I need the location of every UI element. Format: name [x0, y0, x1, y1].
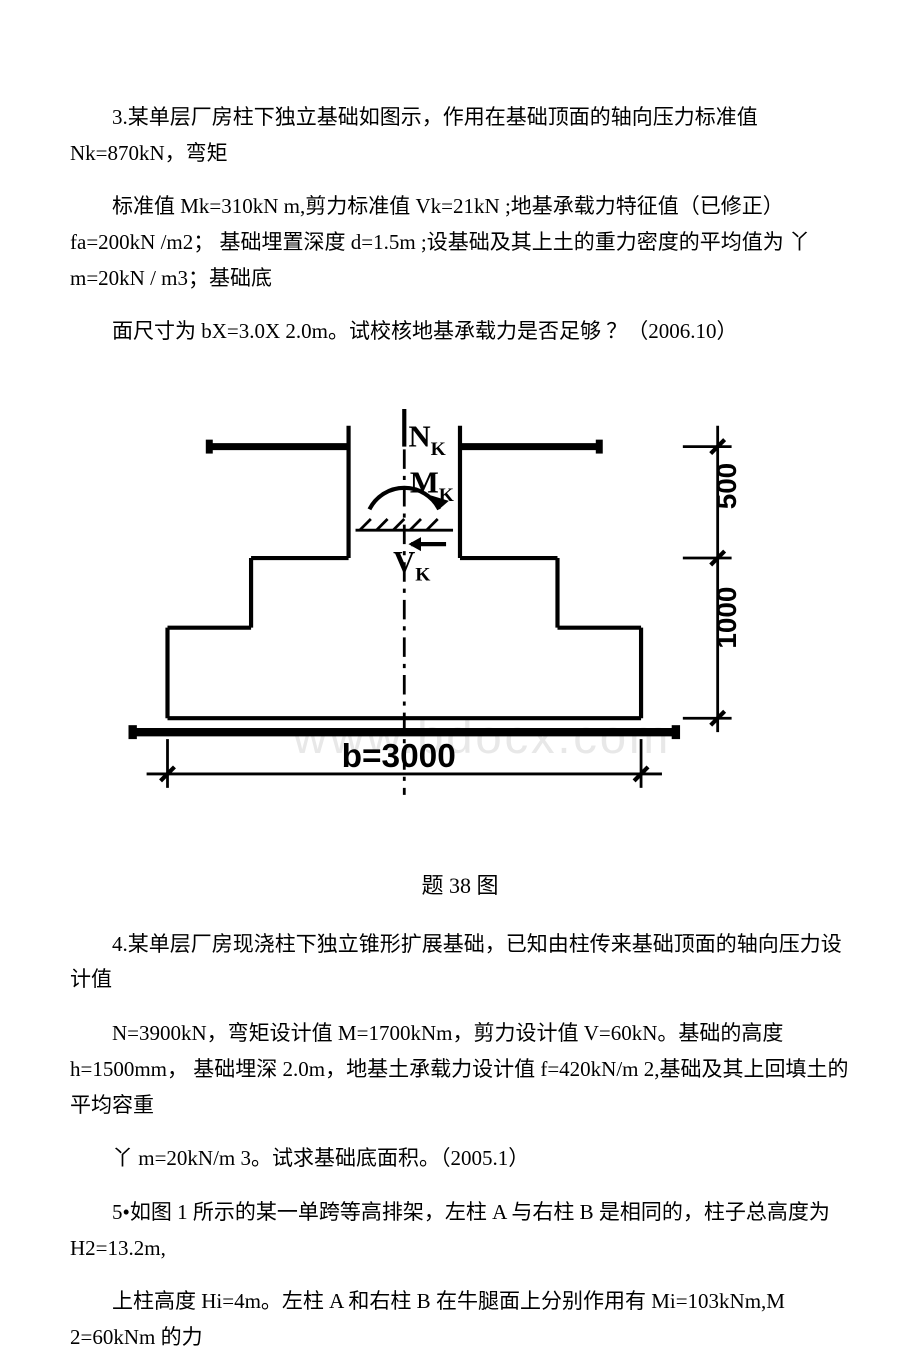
dim-1000: 1000 [711, 587, 742, 649]
q3-para3: 面尺寸为 bX=3.0X 2.0m。试校核地基承载力是否足够 ？（2006.10… [70, 314, 850, 350]
q4-para2: N=3900kN，弯矩设计值 M=1700kNm，剪力设计值 V=60kN。基础… [70, 1016, 850, 1123]
hatch-2 [376, 519, 387, 530]
q4-para3: 丫 m=20kN/m 3。试求基础底面积。（2005.1） [70, 1141, 850, 1177]
hatch-3 [393, 519, 404, 530]
figure-caption: 题 38 图 [70, 867, 850, 904]
dim-b-label: b=3000 [342, 738, 456, 775]
nk-label: NK [408, 420, 445, 460]
q3-para1: 3.某单层厂房柱下独立基础如图示，作用在基础顶面的轴向压力标准值 Nk=870k… [70, 100, 850, 171]
vk-label: VK [393, 545, 430, 585]
q4-para1: 4.某单层厂房现浇柱下独立锥形扩展基础，已知由柱传来基础顶面的轴向压力设计值 [70, 927, 850, 998]
q5-para2: 上柱高度 Hi=4m。左柱 A 和右柱 B 在牛腿面上分别作用有 Mi=103k… [70, 1284, 850, 1355]
foundation-diagram: www.bdocx.com [70, 370, 850, 844]
hatch-4 [410, 519, 421, 530]
hatch-1 [360, 519, 371, 530]
q5-para1: 5•如图 1 所示的某一单跨等高排架，左柱 A 与右柱 B 是相同的，柱子总高度… [70, 1195, 850, 1266]
q3-para2: 标准值 Mk=310kN m,剪力标准值 Vk=21kN ;地基承载力特征值（已… [70, 189, 850, 296]
figure-38: www.bdocx.com [70, 370, 850, 855]
dim-500: 500 [711, 463, 742, 509]
hatch-5 [427, 519, 438, 530]
